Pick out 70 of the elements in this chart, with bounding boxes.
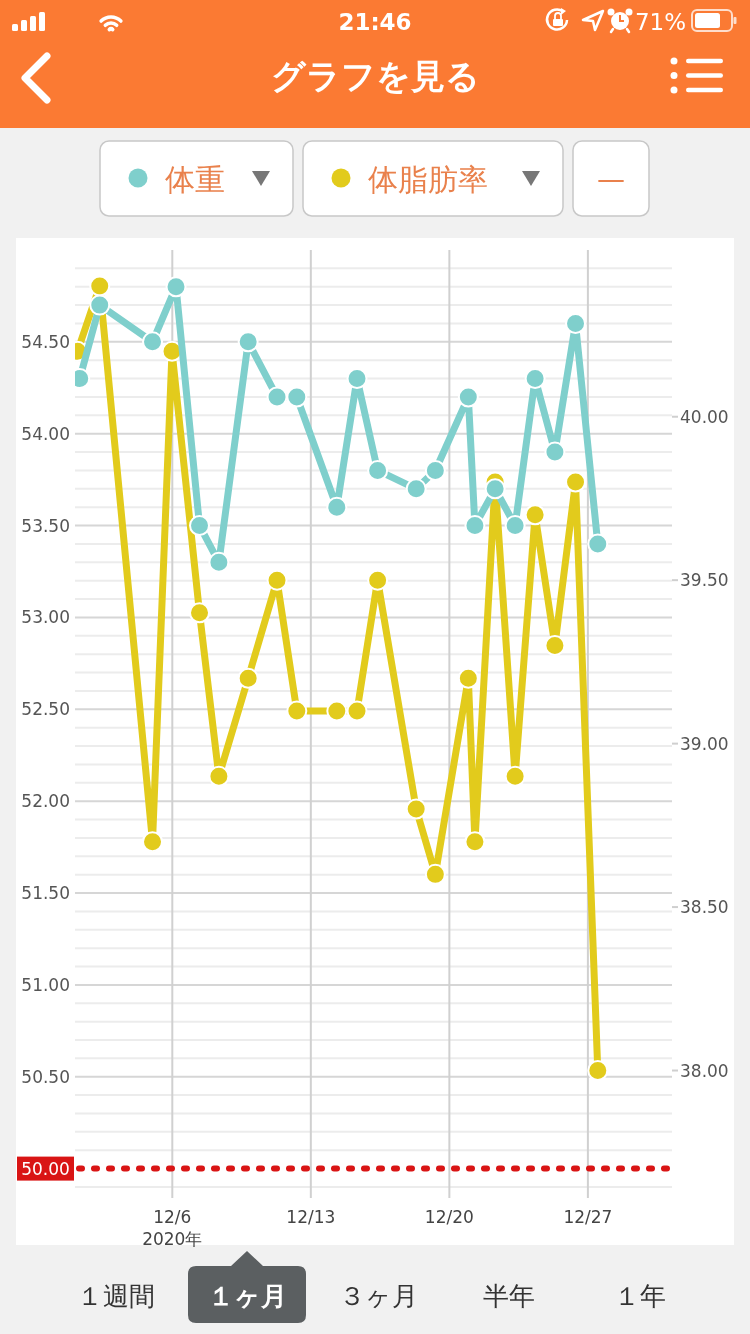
- point: [189, 515, 211, 537]
- point: [405, 478, 427, 500]
- y2-tick-label: 38.50: [680, 897, 729, 918]
- point: [504, 515, 526, 537]
- y-tick-label: 53.50: [21, 515, 70, 536]
- x-tick-label: 12/27: [563, 1207, 613, 1227]
- ref-line-label: 50.00: [21, 1158, 70, 1179]
- point: [524, 504, 546, 526]
- point: [457, 667, 479, 689]
- point: [464, 515, 486, 537]
- point: [484, 478, 506, 500]
- point: [142, 831, 164, 853]
- y2-tick-label: 39.50: [680, 570, 729, 591]
- point: [189, 602, 211, 624]
- text: １週間: [77, 1281, 155, 1311]
- point: [208, 551, 230, 573]
- x-tick-label: 12/6 2020年: [142, 1207, 203, 1249]
- point: [524, 368, 546, 390]
- y-tick-label: 53.00: [21, 607, 70, 628]
- chart-title: グラフを見る: [270, 56, 480, 96]
- point: [457, 386, 479, 408]
- y-tick-label: 51.00: [21, 974, 70, 995]
- point: [544, 441, 566, 463]
- point: [326, 496, 348, 518]
- text: —: [597, 163, 625, 196]
- point: [587, 533, 609, 555]
- text: 半年: [483, 1281, 535, 1311]
- point: [464, 831, 486, 853]
- legend-label: 体重: [165, 162, 225, 197]
- y-tick-label: 51.50: [21, 883, 70, 904]
- text: 21:46: [338, 9, 412, 35]
- point: [424, 863, 446, 885]
- point: [237, 331, 259, 353]
- point: [208, 765, 230, 787]
- point: [165, 276, 187, 298]
- point: [266, 386, 288, 408]
- point: [286, 700, 308, 722]
- y-tick-label: 54.00: [21, 423, 70, 444]
- y2-tick-label: 40.00: [680, 406, 729, 427]
- point: [565, 471, 587, 493]
- y-tick-label: 52.00: [21, 791, 70, 812]
- point: [405, 798, 427, 820]
- text: １年: [614, 1281, 666, 1311]
- point: [346, 368, 368, 390]
- point: [326, 700, 348, 722]
- x-tick-label: 12/13: [286, 1207, 336, 1227]
- text: １ヶ月: [207, 1281, 287, 1311]
- point: [367, 569, 389, 591]
- x-tick-label: 12/20: [424, 1207, 474, 1227]
- text: ３ヶ月: [338, 1281, 418, 1311]
- point: [89, 275, 111, 297]
- point: [565, 312, 587, 334]
- y-tick-label: 52.50: [21, 699, 70, 720]
- point: [286, 386, 308, 408]
- point: [424, 459, 446, 481]
- point: [367, 459, 389, 481]
- point: [266, 569, 288, 591]
- point: [237, 667, 259, 689]
- point: [504, 765, 526, 787]
- point: [587, 1060, 609, 1082]
- y-tick-label: 50.50: [21, 1066, 70, 1087]
- point: [89, 294, 111, 316]
- point: [142, 331, 164, 353]
- y-tick-label: 54.50: [21, 331, 70, 352]
- text: 71%: [634, 9, 686, 35]
- y2-tick-label: 39.00: [680, 733, 729, 754]
- point: [346, 700, 368, 722]
- y2-tick-label: 38.00: [680, 1060, 729, 1081]
- legend-label: 体脂肪率: [368, 162, 488, 197]
- point: [544, 635, 566, 657]
